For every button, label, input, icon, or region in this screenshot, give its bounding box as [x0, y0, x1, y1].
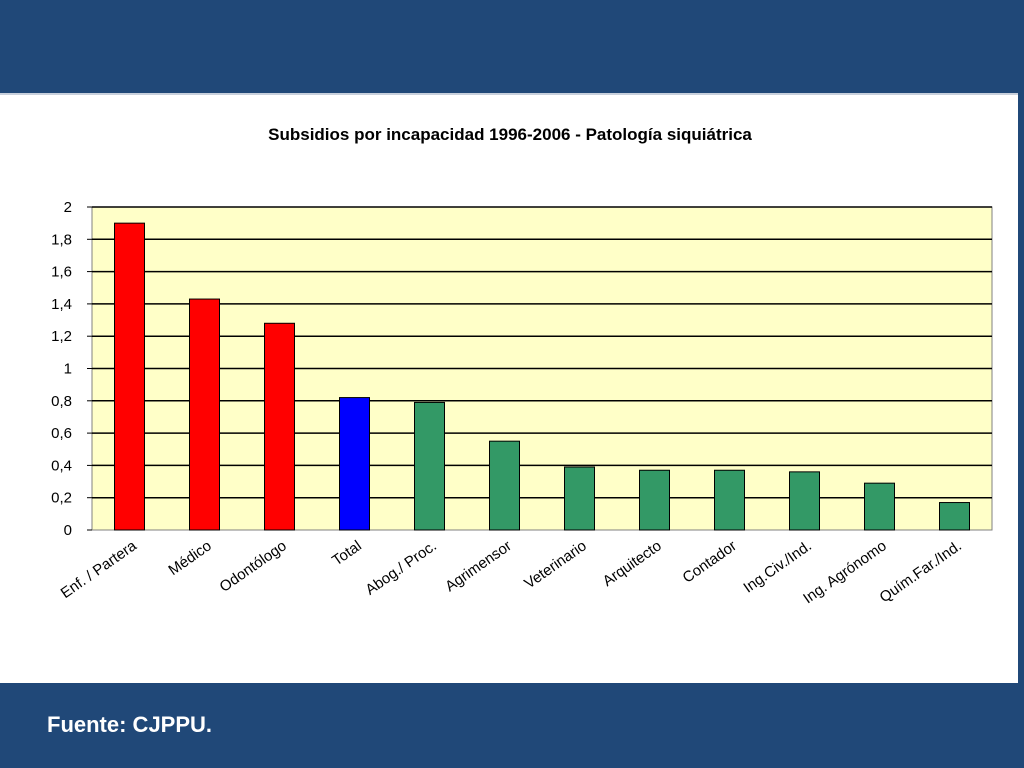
gridlines — [92, 206, 992, 499]
bar — [789, 471, 820, 531]
y-tick-label: 1,2 — [51, 328, 72, 345]
y-tick-label: 0,8 — [51, 393, 72, 410]
bar — [189, 298, 220, 531]
bar — [114, 222, 145, 531]
chart-title: Subsidios por incapacidad 1996-2006 - Pa… — [268, 125, 752, 144]
y-tick-label: 2 — [64, 199, 72, 216]
y-tick-label: 0,6 — [51, 425, 72, 442]
x-tick-label: Médico — [165, 537, 214, 579]
x-tick-label: Enf. / Partera — [58, 537, 141, 602]
x-tick-label: Quím.Far./Ind. — [877, 537, 965, 606]
x-tick-label: Arquitecto — [600, 537, 665, 590]
x-tick-label: Agrimensor — [442, 537, 515, 595]
bar — [939, 502, 970, 531]
bar — [639, 469, 670, 531]
bar — [864, 482, 895, 531]
bar — [564, 466, 595, 531]
x-tick-label: Contador — [679, 537, 739, 586]
y-tick-label: 1,4 — [51, 296, 72, 313]
y-tick-label: 0 — [64, 522, 72, 539]
bar — [489, 440, 520, 531]
y-axis-ticks: 0 0,2 0,4 0,6 0,8 1 1,2 1,4 1,6 1,8 2 — [51, 199, 92, 539]
y-tick-label: 0,2 — [51, 490, 72, 507]
bars — [114, 222, 970, 531]
y-tick-label: 1 — [64, 361, 72, 378]
x-tick-label: Abog./ Proc. — [362, 537, 439, 598]
x-tick-label: Veterinario — [521, 537, 589, 592]
y-tick-label: 0,4 — [51, 457, 72, 474]
x-axis-labels: Enf. / Partera Médico Odontólogo TotalAbog.… — [58, 537, 965, 607]
bar — [414, 401, 445, 531]
source-note: Fuente: CJPPU. — [47, 712, 213, 737]
bar-chart: Subsidios por incapacidad 1996-2006 - Pa… — [51, 125, 993, 607]
y-tick-label: 1,8 — [51, 231, 72, 248]
x-tick-label: Ing. Agrónomo — [800, 537, 890, 607]
x-tick-label: Odontólogo — [216, 537, 289, 595]
x-tick-label: Ing.Civ./Ind. — [740, 537, 814, 596]
bar — [264, 322, 295, 531]
bar — [339, 397, 370, 531]
x-tick-label: Total — [329, 537, 365, 569]
bar — [714, 469, 745, 531]
y-tick-label: 1,6 — [51, 264, 72, 281]
chart-panel: Subsidios por incapacidad 1996-2006 - Pa… — [0, 93, 1018, 683]
